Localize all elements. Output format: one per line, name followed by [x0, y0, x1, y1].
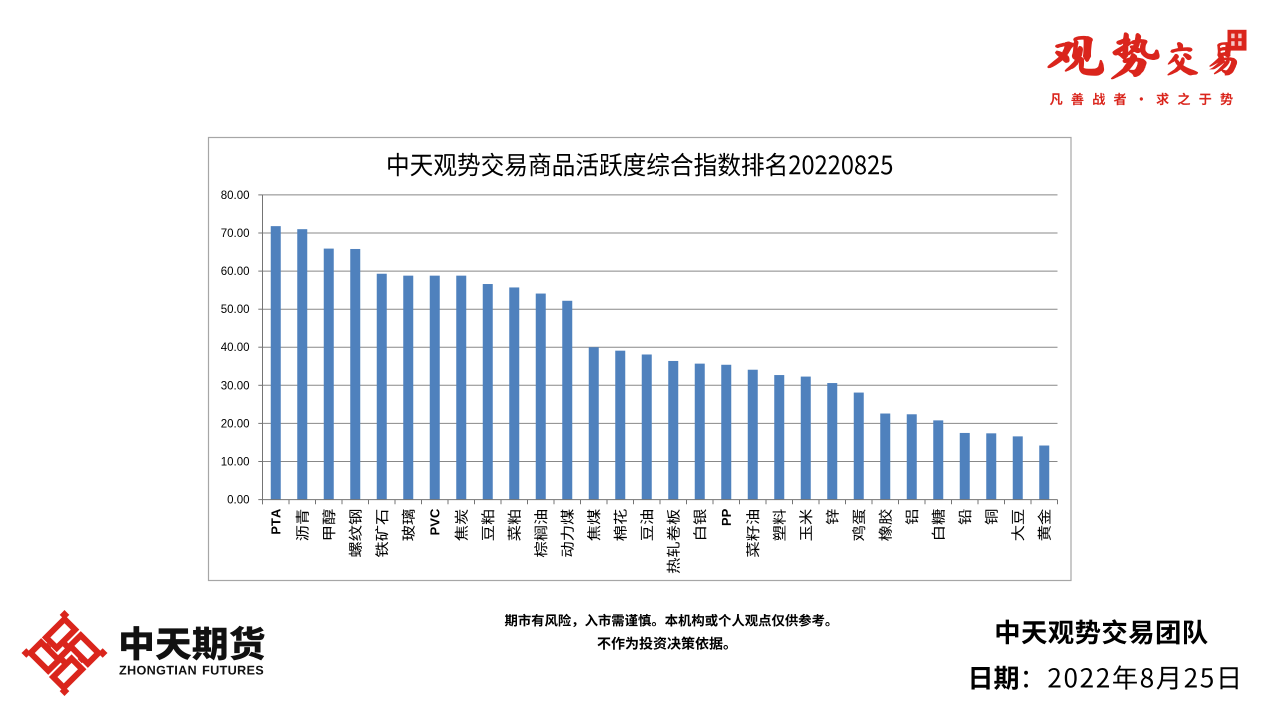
svg-text:10.00: 10.00 — [221, 457, 250, 469]
svg-text:40.00: 40.00 — [221, 342, 250, 354]
svg-text:30.00: 30.00 — [221, 380, 250, 392]
svg-text:20.00: 20.00 — [221, 418, 250, 430]
svg-text:0.00: 0.00 — [227, 495, 249, 507]
svg-text:50.00: 50.00 — [221, 304, 250, 316]
svg-text:60.00: 60.00 — [221, 266, 250, 278]
svg-text:70.00: 70.00 — [221, 228, 250, 240]
svg-text:80.00: 80.00 — [221, 190, 250, 202]
